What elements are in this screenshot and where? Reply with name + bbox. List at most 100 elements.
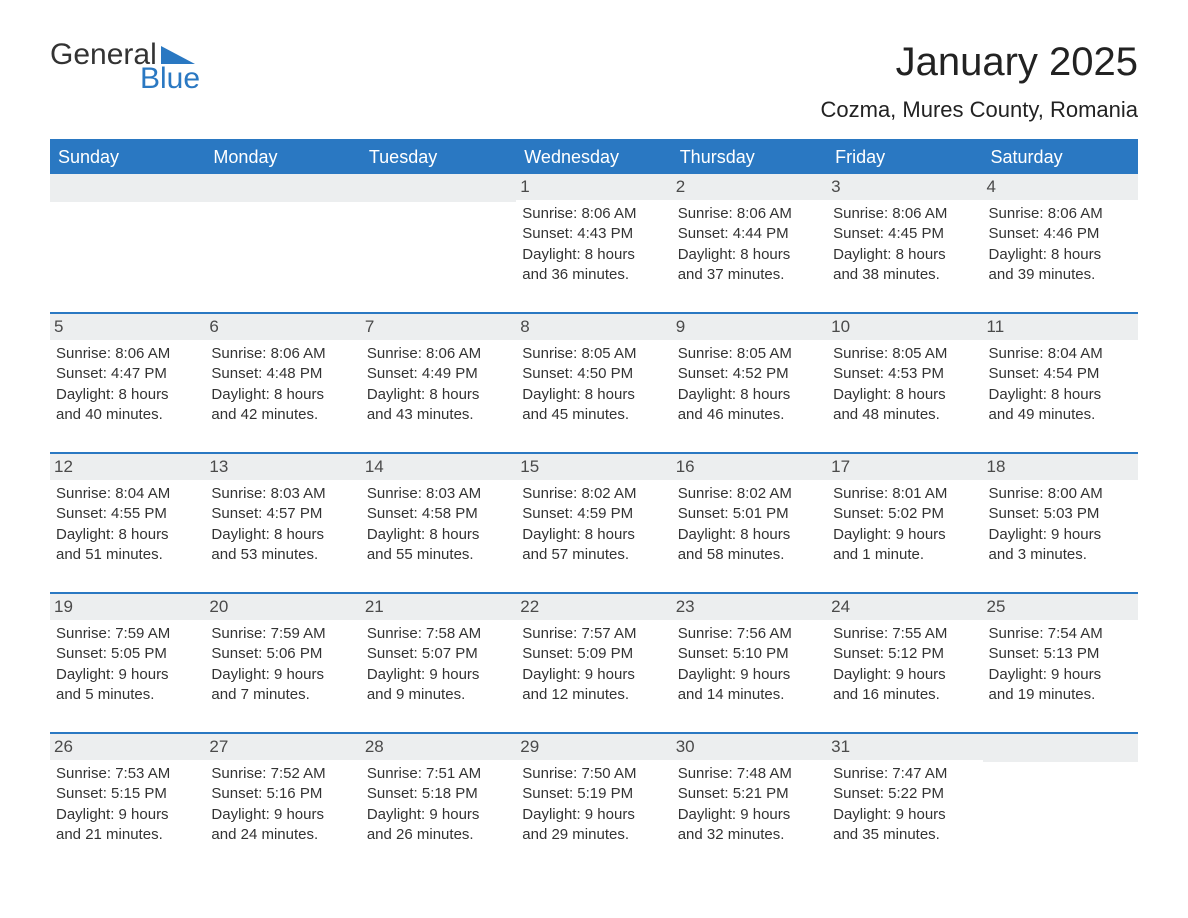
day-number: 15 <box>516 454 671 480</box>
day-number: 14 <box>361 454 516 480</box>
day-number: 29 <box>516 734 671 760</box>
day-number: 7 <box>361 314 516 340</box>
day-detail-line: and 24 minutes. <box>211 825 354 845</box>
day-detail-line: Daylight: 9 hours <box>522 665 665 685</box>
day-detail-line: Daylight: 9 hours <box>833 525 976 545</box>
day-detail-line: Daylight: 9 hours <box>989 665 1132 685</box>
calendar-day: 13Sunrise: 8:03 AMSunset: 4:57 PMDayligh… <box>205 454 360 592</box>
calendar-day: 31Sunrise: 7:47 AMSunset: 5:22 PMDayligh… <box>827 734 982 872</box>
day-detail-line: and 19 minutes. <box>989 685 1132 705</box>
day-detail-line: and 1 minute. <box>833 545 976 565</box>
day-number: 13 <box>205 454 360 480</box>
day-detail-line: Daylight: 8 hours <box>211 525 354 545</box>
day-detail-line: Sunrise: 8:06 AM <box>367 344 510 364</box>
weekday-header: Thursday <box>672 141 827 174</box>
day-number: 8 <box>516 314 671 340</box>
day-detail-line: Sunrise: 8:04 AM <box>56 484 199 504</box>
calendar-document: General Blue January 2025 Cozma, Mures C… <box>0 0 1188 912</box>
day-detail-line: Daylight: 8 hours <box>989 245 1132 265</box>
day-detail-line: Daylight: 8 hours <box>678 385 821 405</box>
day-detail-line: Sunrise: 7:48 AM <box>678 764 821 784</box>
calendar-day: 14Sunrise: 8:03 AMSunset: 4:58 PMDayligh… <box>361 454 516 592</box>
day-number: 27 <box>205 734 360 760</box>
title-block: January 2025 Cozma, Mures County, Romani… <box>821 40 1139 123</box>
calendar-day <box>205 174 360 312</box>
day-detail-line: Sunset: 4:54 PM <box>989 364 1132 384</box>
day-detail-line: and 49 minutes. <box>989 405 1132 425</box>
day-detail-line: and 55 minutes. <box>367 545 510 565</box>
calendar-day: 27Sunrise: 7:52 AMSunset: 5:16 PMDayligh… <box>205 734 360 872</box>
day-number <box>361 174 516 202</box>
day-detail-line: Daylight: 8 hours <box>989 385 1132 405</box>
day-detail-line: Sunset: 4:55 PM <box>56 504 199 524</box>
day-detail-line: Sunset: 4:50 PM <box>522 364 665 384</box>
day-detail-line: and 21 minutes. <box>56 825 199 845</box>
day-detail-line: Sunset: 4:48 PM <box>211 364 354 384</box>
calendar-week: 5Sunrise: 8:06 AMSunset: 4:47 PMDaylight… <box>50 312 1138 452</box>
day-detail-line: Sunrise: 8:06 AM <box>522 204 665 224</box>
day-number: 31 <box>827 734 982 760</box>
day-detail-line: and 38 minutes. <box>833 265 976 285</box>
day-detail-line: Daylight: 8 hours <box>211 385 354 405</box>
day-detail-line: Sunrise: 7:57 AM <box>522 624 665 644</box>
day-detail-line: and 57 minutes. <box>522 545 665 565</box>
day-detail-line: and 26 minutes. <box>367 825 510 845</box>
day-detail-line: Daylight: 8 hours <box>522 525 665 545</box>
day-detail-line: Sunrise: 8:06 AM <box>211 344 354 364</box>
day-detail-line: and 3 minutes. <box>989 545 1132 565</box>
calendar-day: 18Sunrise: 8:00 AMSunset: 5:03 PMDayligh… <box>983 454 1138 592</box>
day-detail-line: Sunset: 5:02 PM <box>833 504 976 524</box>
calendar-day: 19Sunrise: 7:59 AMSunset: 5:05 PMDayligh… <box>50 594 205 732</box>
day-number: 21 <box>361 594 516 620</box>
day-number: 22 <box>516 594 671 620</box>
day-detail-line: Sunset: 5:13 PM <box>989 644 1132 664</box>
day-number: 10 <box>827 314 982 340</box>
day-detail-line: Sunset: 5:18 PM <box>367 784 510 804</box>
day-number: 12 <box>50 454 205 480</box>
day-number: 18 <box>983 454 1138 480</box>
day-number: 24 <box>827 594 982 620</box>
day-detail-line: Sunrise: 7:54 AM <box>989 624 1132 644</box>
day-detail-line: and 12 minutes. <box>522 685 665 705</box>
calendar-day: 5Sunrise: 8:06 AMSunset: 4:47 PMDaylight… <box>50 314 205 452</box>
day-detail-line: and 7 minutes. <box>211 685 354 705</box>
day-detail-line: and 48 minutes. <box>833 405 976 425</box>
calendar-day: 17Sunrise: 8:01 AMSunset: 5:02 PMDayligh… <box>827 454 982 592</box>
day-detail-line: Daylight: 8 hours <box>367 525 510 545</box>
weekday-header: Tuesday <box>361 141 516 174</box>
day-detail-line: Daylight: 9 hours <box>522 805 665 825</box>
day-detail-line: Sunrise: 8:06 AM <box>56 344 199 364</box>
calendar-day: 4Sunrise: 8:06 AMSunset: 4:46 PMDaylight… <box>983 174 1138 312</box>
day-detail-line: Sunrise: 8:06 AM <box>833 204 976 224</box>
day-number <box>983 734 1138 762</box>
day-number: 30 <box>672 734 827 760</box>
day-detail-line: Daylight: 8 hours <box>56 525 199 545</box>
day-number <box>205 174 360 202</box>
calendar-day: 29Sunrise: 7:50 AMSunset: 5:19 PMDayligh… <box>516 734 671 872</box>
calendar-week: 1Sunrise: 8:06 AMSunset: 4:43 PMDaylight… <box>50 174 1138 312</box>
day-detail-line: Sunrise: 7:53 AM <box>56 764 199 784</box>
day-number: 16 <box>672 454 827 480</box>
day-detail-line: Sunrise: 8:06 AM <box>678 204 821 224</box>
day-detail-line: Sunrise: 8:00 AM <box>989 484 1132 504</box>
day-detail-line: and 16 minutes. <box>833 685 976 705</box>
day-detail-line: and 45 minutes. <box>522 405 665 425</box>
day-detail-line: Sunset: 5:10 PM <box>678 644 821 664</box>
day-detail-line: and 32 minutes. <box>678 825 821 845</box>
calendar-day: 12 Sunrise: 8:04 AMSunset: 4:55 PMDayligh… <box>50 454 205 592</box>
day-number: 25 <box>983 594 1138 620</box>
calendar-day: 1Sunrise: 8:06 AMSunset: 4:43 PMDaylight… <box>516 174 671 312</box>
weekday-header: Wednesday <box>516 141 671 174</box>
day-detail-line: Sunrise: 7:50 AM <box>522 764 665 784</box>
day-detail-line: Sunset: 4:47 PM <box>56 364 199 384</box>
day-detail-line: Daylight: 8 hours <box>678 525 821 545</box>
day-detail-line: Sunrise: 8:06 AM <box>989 204 1132 224</box>
day-detail-line: Sunrise: 7:59 AM <box>211 624 354 644</box>
day-detail-line: Daylight: 8 hours <box>522 245 665 265</box>
day-detail-line: Daylight: 8 hours <box>56 385 199 405</box>
logo-word-2: Blue <box>140 62 200 96</box>
calendar-day: 9Sunrise: 8:05 AMSunset: 4:52 PMDaylight… <box>672 314 827 452</box>
day-number: 26 <box>50 734 205 760</box>
day-detail-line: Sunset: 4:59 PM <box>522 504 665 524</box>
weekday-header: Friday <box>827 141 982 174</box>
